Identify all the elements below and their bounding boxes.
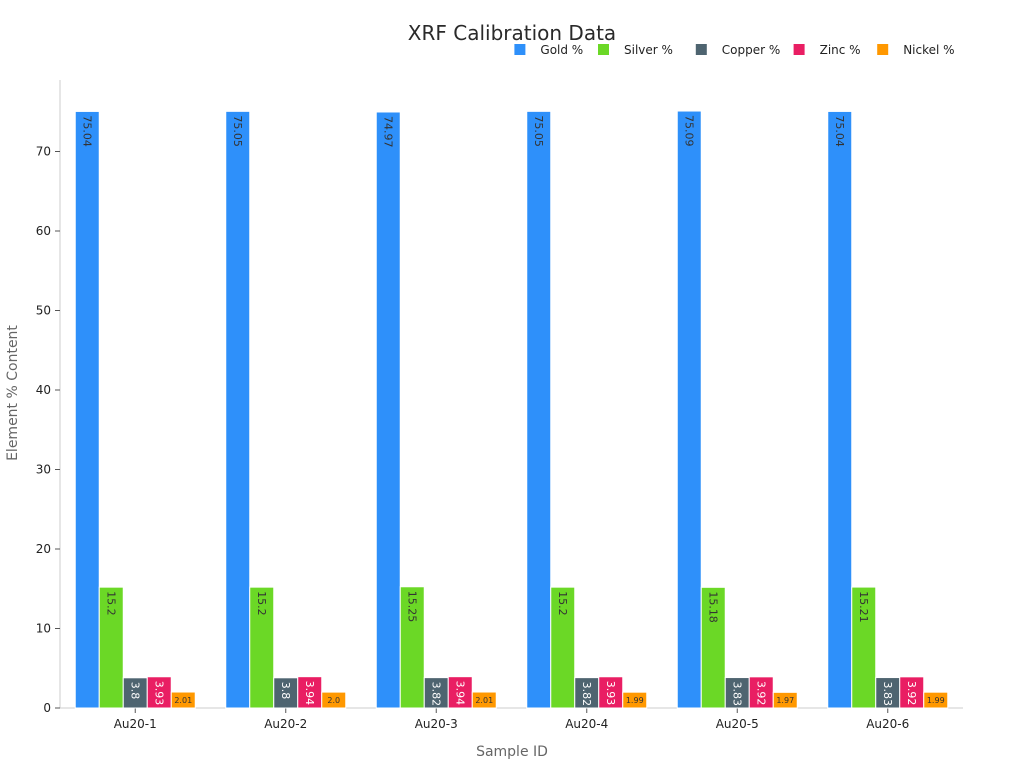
- bar: [772, 691, 798, 709]
- bar: [399, 586, 425, 709]
- bar-value-label: 3.93: [604, 681, 617, 706]
- bar-value-label: 75.05: [231, 115, 244, 147]
- bar-value-label: 15.2: [556, 591, 569, 616]
- bar-value-label: 3.92: [754, 681, 767, 706]
- bar: [375, 111, 401, 709]
- chart-title: XRF Calibration Data: [408, 21, 616, 45]
- bar-value-label: 3.94: [453, 681, 466, 706]
- bar: [899, 676, 925, 709]
- x-tick-label: Au20-3: [415, 717, 458, 731]
- legend: Gold % Silver % Copper % Zinc % Nickel %: [514, 43, 955, 57]
- bar-value-label: 3.93: [152, 681, 165, 706]
- bar: [74, 110, 100, 709]
- bar-value-label: 2.01: [174, 696, 192, 705]
- bars: 75.04 15.2 3.8 3.93 2.01 75.05 15.2 3.8 3.94 2.0 7…: [74, 110, 949, 709]
- x-axis-title: Sample ID: [476, 744, 548, 760]
- y-axis-title: Element % Content: [5, 325, 21, 461]
- bar-value-label: 3.92: [905, 681, 918, 706]
- bar-value-label: 75.05: [532, 115, 545, 147]
- bar: [923, 691, 949, 709]
- bar-value-label: 15.21: [857, 591, 870, 623]
- bar: [98, 586, 124, 709]
- bar: [851, 586, 877, 709]
- bar-value-label: 1.99: [927, 696, 945, 705]
- bar: [875, 677, 901, 709]
- bar-value-label: 15.18: [706, 591, 719, 623]
- bar-value-label: 3.82: [580, 682, 593, 707]
- y-tick-label: 10: [36, 622, 51, 636]
- bar: [598, 676, 624, 709]
- bar-value-label: 2.01: [475, 696, 493, 705]
- y-tick-label: 20: [36, 542, 51, 556]
- y-tick-label: 50: [36, 304, 51, 318]
- bar: [574, 677, 600, 709]
- bar: [724, 677, 750, 709]
- bar: [146, 676, 172, 709]
- legend-swatch: [514, 44, 526, 55]
- legend-label: Zinc %: [820, 43, 861, 57]
- bar: [622, 691, 648, 709]
- bar-value-label: 74.97: [381, 116, 394, 147]
- x-tick-label: Au20-6: [866, 717, 909, 731]
- bar-value-label: 15.2: [255, 591, 268, 616]
- bar: [122, 677, 148, 709]
- bar-value-label: 2.0: [327, 696, 340, 705]
- bar-value-label: 3.82: [429, 682, 442, 707]
- y-tick-label: 30: [36, 463, 51, 477]
- legend-label: Nickel %: [903, 43, 954, 57]
- legend-swatch: [695, 44, 707, 55]
- bar-value-label: 75.04: [80, 115, 93, 147]
- bar-value-label: 1.99: [626, 696, 644, 705]
- bar-value-label: 15.2: [104, 591, 117, 616]
- y-tick-label: 70: [36, 145, 51, 159]
- legend-swatch: [877, 44, 889, 55]
- bar: [273, 677, 299, 709]
- legend-label: Silver %: [624, 43, 673, 57]
- bar: [297, 676, 323, 709]
- legend-swatch: [793, 44, 805, 55]
- legend-swatch: [598, 44, 609, 55]
- bar: [225, 110, 251, 709]
- bar: [249, 586, 275, 709]
- x-tick-label: Au20-4: [565, 717, 608, 731]
- bar-value-label: 3.83: [730, 682, 743, 707]
- bar-value-label: 3.94: [303, 681, 316, 706]
- bar: [321, 691, 347, 709]
- x-tick-label: Au20-2: [264, 717, 307, 731]
- bar: [827, 110, 853, 709]
- x-tick-label: Au20-1: [114, 717, 157, 731]
- bar: [676, 110, 702, 709]
- y-tick-label: 60: [36, 224, 51, 238]
- x-tick-label: Au20-5: [716, 717, 759, 731]
- legend-label: Gold %: [540, 43, 583, 57]
- bar-value-label: 3.8: [128, 682, 141, 700]
- bar: [700, 586, 726, 709]
- bar: [550, 586, 576, 709]
- bar: [423, 677, 449, 709]
- bar-value-label: 15.25: [405, 591, 418, 623]
- bar-value-label: 75.09: [682, 115, 695, 147]
- y-tick-label: 40: [36, 383, 51, 397]
- bar: [471, 691, 497, 709]
- y-tick-label: 0: [43, 701, 51, 715]
- axes: 0 10 20 30 40 50 60 70 Au20-1 Au20-2 Au20-3 Au20-4 A…: [36, 80, 963, 731]
- bar-value-label: 75.04: [833, 115, 846, 147]
- bar-value-label: 3.83: [881, 682, 894, 707]
- bar-value-label: 3.8: [279, 682, 292, 700]
- legend-label: Copper %: [722, 43, 781, 57]
- bar-value-label: 1.97: [776, 696, 794, 705]
- bar: [526, 110, 552, 709]
- bar: [748, 676, 774, 709]
- bar: [170, 691, 196, 709]
